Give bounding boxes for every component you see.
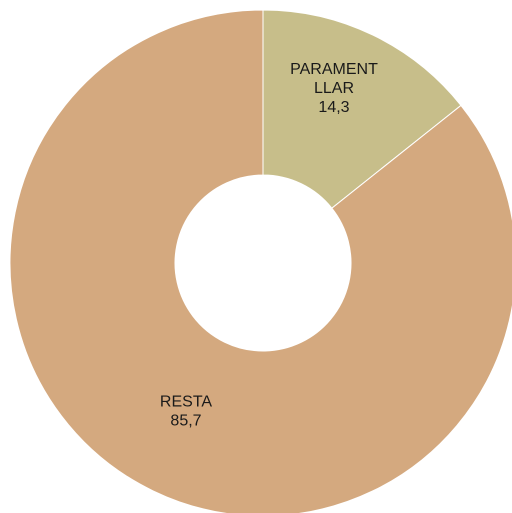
donut-slice-2 xyxy=(9,9,512,513)
slice-value-label: 85,7 xyxy=(170,413,201,430)
slice-value-label: 14,3 xyxy=(318,99,349,116)
slice-category-label: RESTA xyxy=(160,394,212,411)
slice-category-label: PARAMENT xyxy=(290,61,378,78)
slices-layer xyxy=(9,9,512,513)
slice-category-label: LLAR xyxy=(314,80,354,97)
slice-label-1: PARAMENT LLAR 14,3 xyxy=(290,61,378,116)
donut-slice-1 xyxy=(262,9,462,209)
labels-layer: PARAMENT LLAR 14,3 RESTA 85,7 xyxy=(160,61,378,430)
slice-label-2: RESTA 85,7 xyxy=(160,394,212,430)
